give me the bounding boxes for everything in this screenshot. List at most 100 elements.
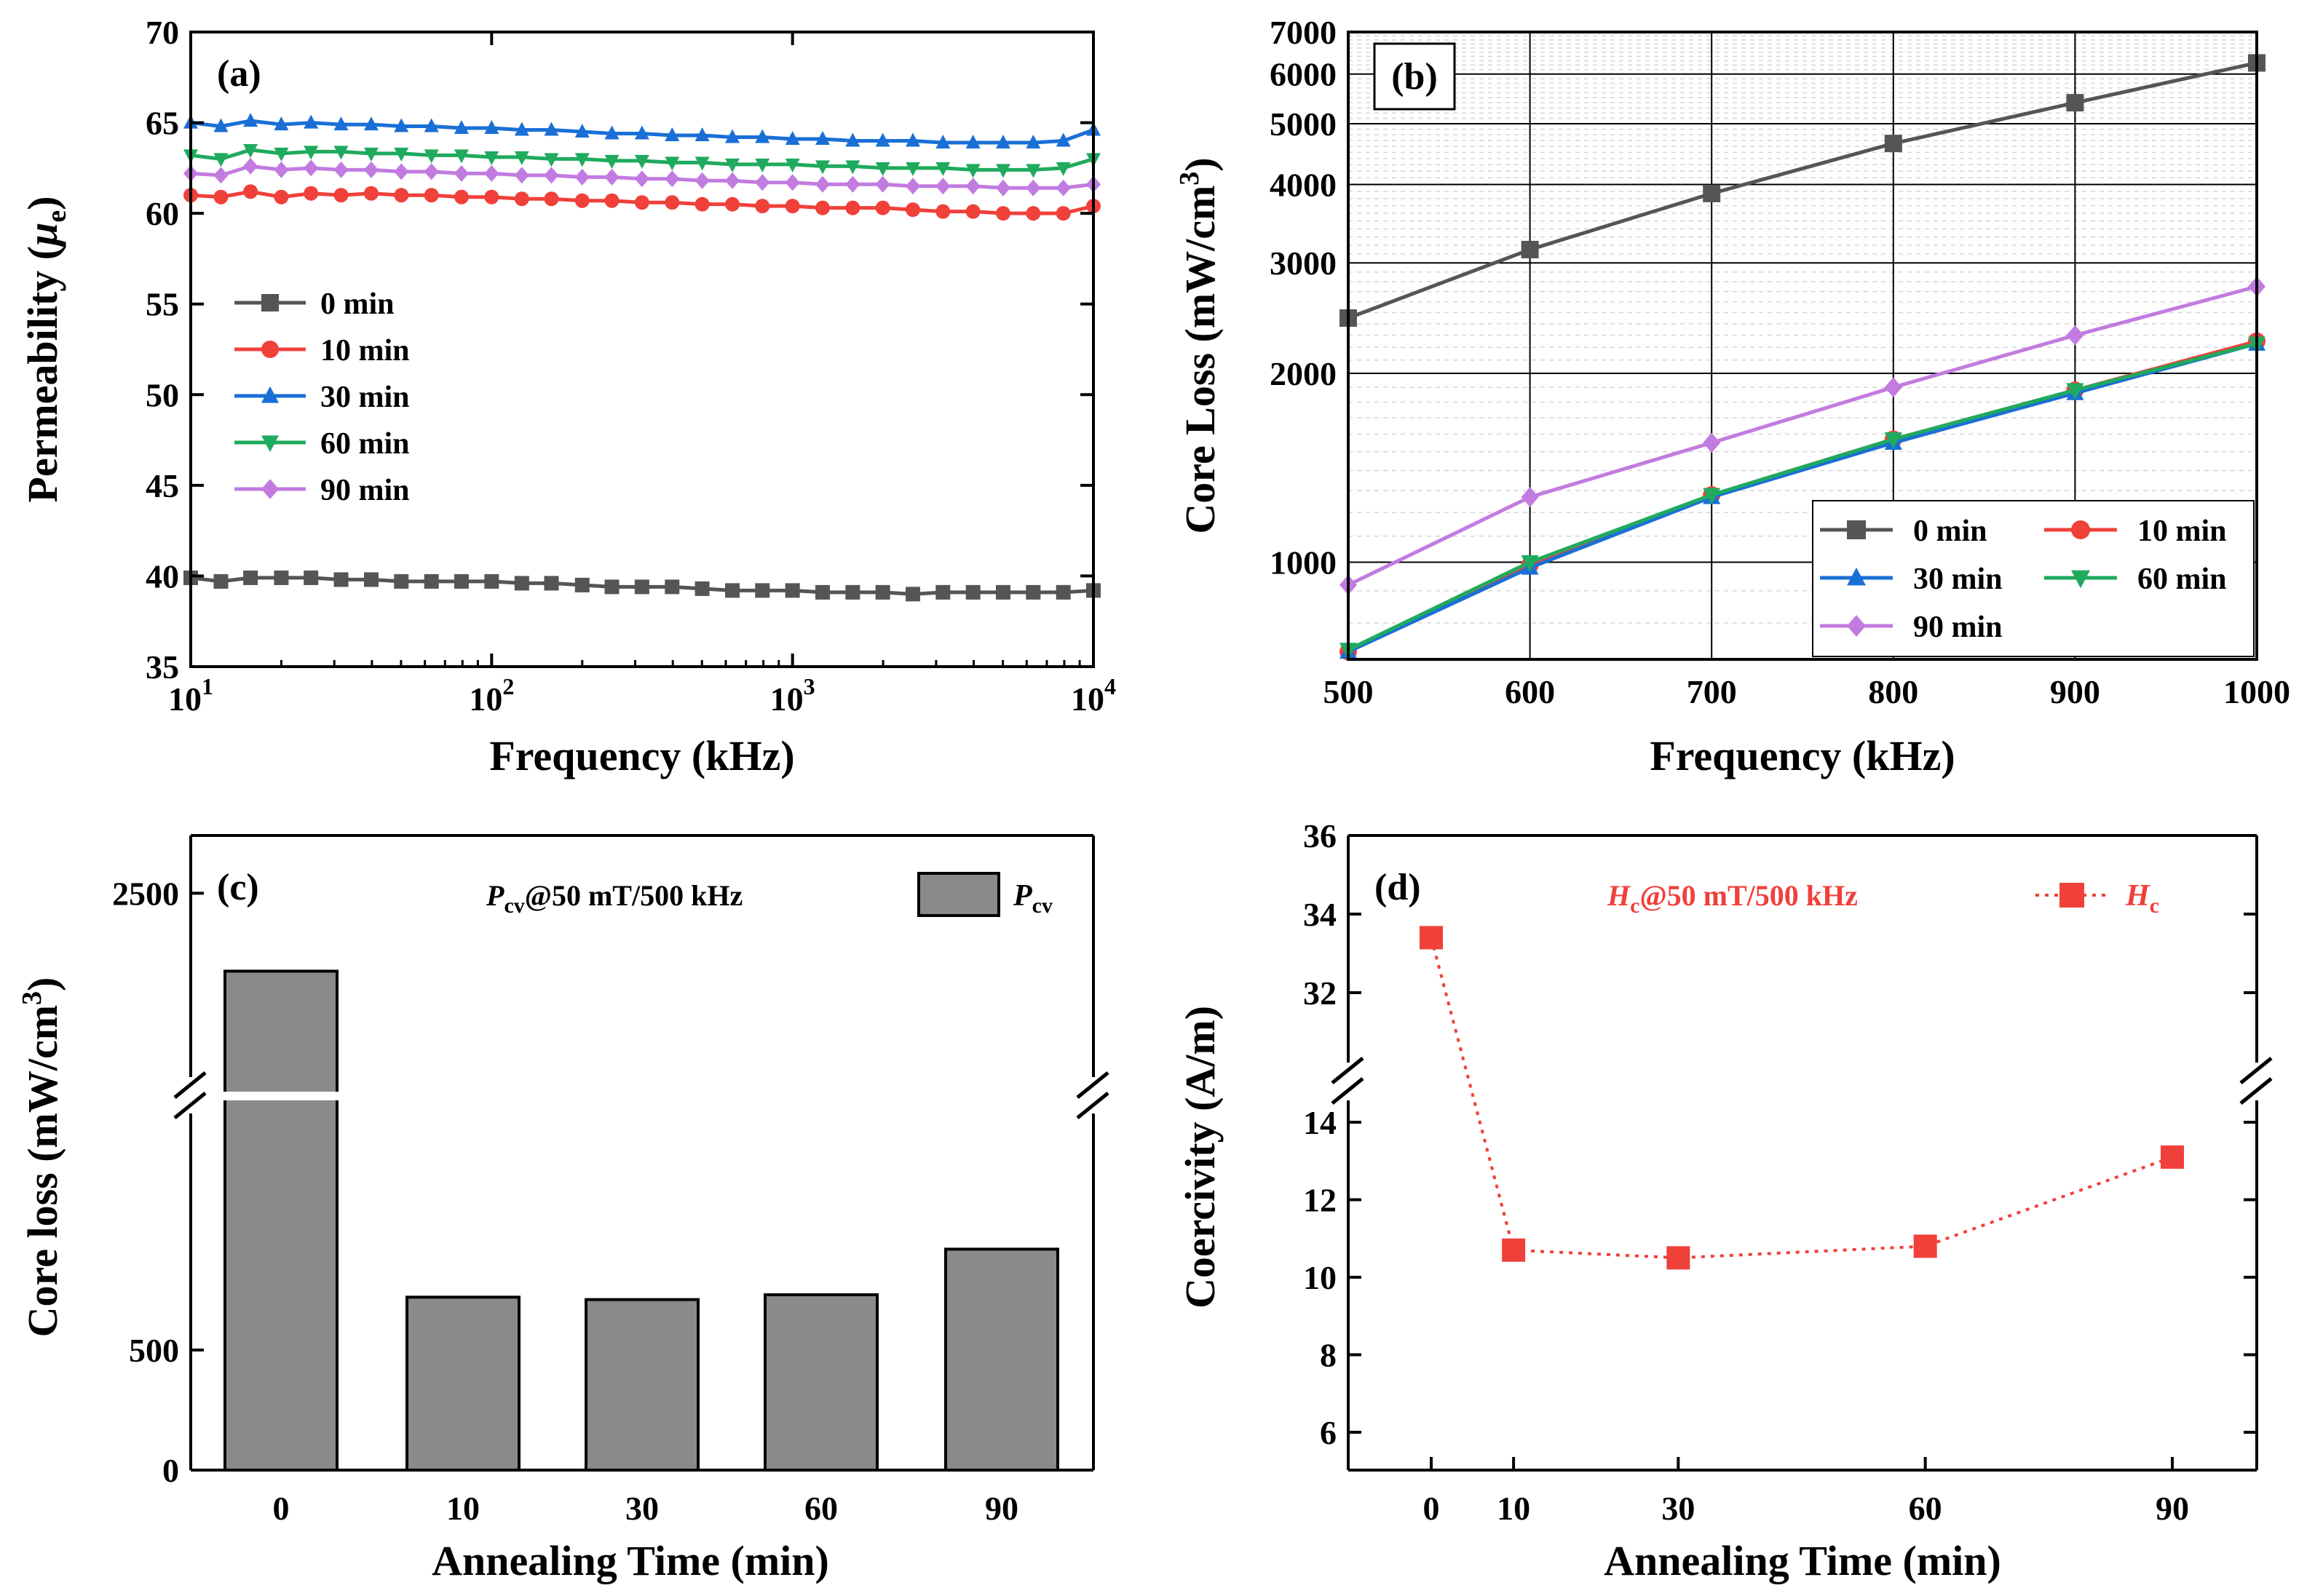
panel-b-legend-marker-3 [2071,570,2090,589]
panel-a-ytick-label-5: 60 [146,195,179,232]
panel-d-ytick-label-4: 14 [1303,1104,1337,1141]
panel-b-point-4-3 [1884,377,1902,397]
panel-a-legend-label-0: 0 min [320,287,395,321]
panel-c-xtick-label-4: 90 [985,1490,1018,1527]
panel-b-label: (b) [1391,56,1438,98]
panel-a-xtick-label-1: 102 [469,673,514,718]
panel-a-ylabel-end: ) [19,196,66,210]
panel-c-legend-text: Pcv [1013,879,1053,918]
panel-a-point-3-1 [213,153,229,167]
panel-a-point-2-22 [845,132,860,147]
panel-c-xtick-label-0: 0 [273,1490,290,1527]
panel-d-point-2 [1666,1246,1690,1270]
panel-a-point-3-5 [333,146,349,160]
panel-c-bar-4 [944,1247,1059,1472]
panel-a-point-3-9 [454,149,469,164]
panel-a-point-3-22 [845,160,860,175]
panel-b-line-2 [1347,341,2257,654]
panel-b-point-0-2 [1703,184,1721,202]
panel-d-note-sub: c [1630,894,1639,918]
panel-c-ylabel-main: Core loss (mW/cm [19,1005,66,1337]
panel-a-point-0-25 [935,584,951,600]
panel-b-line-4 [1347,285,2257,587]
panel-a-ytick-label-6: 65 [146,105,179,142]
panel-a-point-1-2 [243,184,258,199]
panel-b-ytick-label-1: 2000 [1270,355,1337,392]
panel-a-point-3-24 [906,162,921,176]
panel-b-point-4-1 [1521,487,1539,507]
panel-a-point-2-27 [996,134,1011,148]
panel-a-ytick-label-2: 45 [146,467,179,504]
panel-b-legend-label-0: 0 min [1913,515,1987,548]
panel-b-ytick-label-4: 5000 [1270,106,1337,143]
panel-a-point-1-19 [755,199,770,214]
panel-a-point-2-8 [424,118,439,132]
panel-a-point-2-21 [815,130,831,145]
panel-c-ytick-label-0: 0 [162,1452,179,1489]
panel-a-point-4-21 [815,175,831,193]
panel-a-point-0-6 [363,572,379,587]
panel-d-axis-break [1331,1057,2273,1105]
panel-a-point-3-16 [665,156,680,171]
panel-a-point-2-2 [243,113,258,127]
panel-a-point-4-22 [845,175,860,193]
panel-a-point-3-14 [604,154,620,169]
panel-c-legend-sub: cv [1032,894,1053,918]
panel-a-point-4-23 [875,175,890,193]
panel-a-point-1-28 [1026,206,1041,221]
panel-a-point-2-13 [574,124,590,138]
panel-a-legend-marker-1 [261,341,279,358]
panel-b-ylabel: Core Loss (mW/cm3) [1174,157,1224,533]
panel-a-point-3-2 [243,143,258,158]
panel-d-note: Hc@50 mT/500 kHz [1607,879,1858,918]
panel-a-point-1-10 [484,189,499,205]
panel-a-point-0-9 [454,573,469,589]
panel-a-ytick-label-1: 40 [146,557,179,595]
panel-a-xtick-label-2: 103 [770,673,815,718]
panel-b-line-0 [1348,60,2257,320]
panel-c-bar-3 [764,1293,879,1472]
panel-a-legend-label-1: 10 min [320,334,410,368]
panel-a-point-3-23 [875,162,890,176]
panel-a-point-4-11 [514,167,529,184]
panel-d-ytick-label-5: 32 [1303,974,1337,1012]
panel-a-ylabel-main: Permeability ( [19,246,66,503]
panel-a-ylabel-sub: e [41,210,72,223]
panel-d-series [1420,926,2184,1270]
panel-b-legend-marker-1 [2071,520,2090,539]
panel-a-point-1-18 [725,196,740,212]
panel-c-ytick-label-1: 500 [129,1332,179,1369]
panel-b-xtick-label-5: 1000 [2223,673,2290,710]
panel-a-point-3-21 [815,160,831,175]
panel-d-point-3 [1913,1234,1937,1258]
panel-d-xtick-label-3: 60 [1909,1490,1942,1527]
panel-a-point-2-18 [725,129,740,143]
panel-c-frame [189,834,1095,1472]
panel-a-point-0-18 [725,583,740,598]
panel-c-ytick-label-2: 2500 [112,875,179,912]
panel-a-point-4-12 [544,167,559,184]
panel-a-point-1-11 [514,191,529,207]
panel-a-point-4-10 [484,164,499,182]
panel-c-note-p: P [486,879,504,912]
panel-d-legend-sub: c [2150,894,2159,918]
panel-a-point-4-16 [665,170,680,188]
panel-a-xtick-exp-2: 3 [804,673,815,699]
panel-a-point-4-19 [755,174,770,191]
panel-a-point-0-21 [815,584,831,600]
panel-a-point-4-14 [604,168,620,186]
panel-a-xtick-label-0: 101 [168,673,213,718]
panel-c-axis-break [173,1071,1109,1119]
panel-d-ytick-label-6: 34 [1303,896,1337,933]
panel-b-ytick-label-3: 4000 [1270,166,1337,203]
panel-a-point-2-1 [213,118,229,132]
panel-a-point-2-17 [694,127,710,142]
panel-a-point-0-13 [574,577,590,592]
panel-a-point-2-26 [965,134,981,148]
panel-a-point-0-15 [634,579,649,595]
panel-a-point-0-19 [755,583,770,598]
panel-a-point-3-17 [694,156,710,171]
